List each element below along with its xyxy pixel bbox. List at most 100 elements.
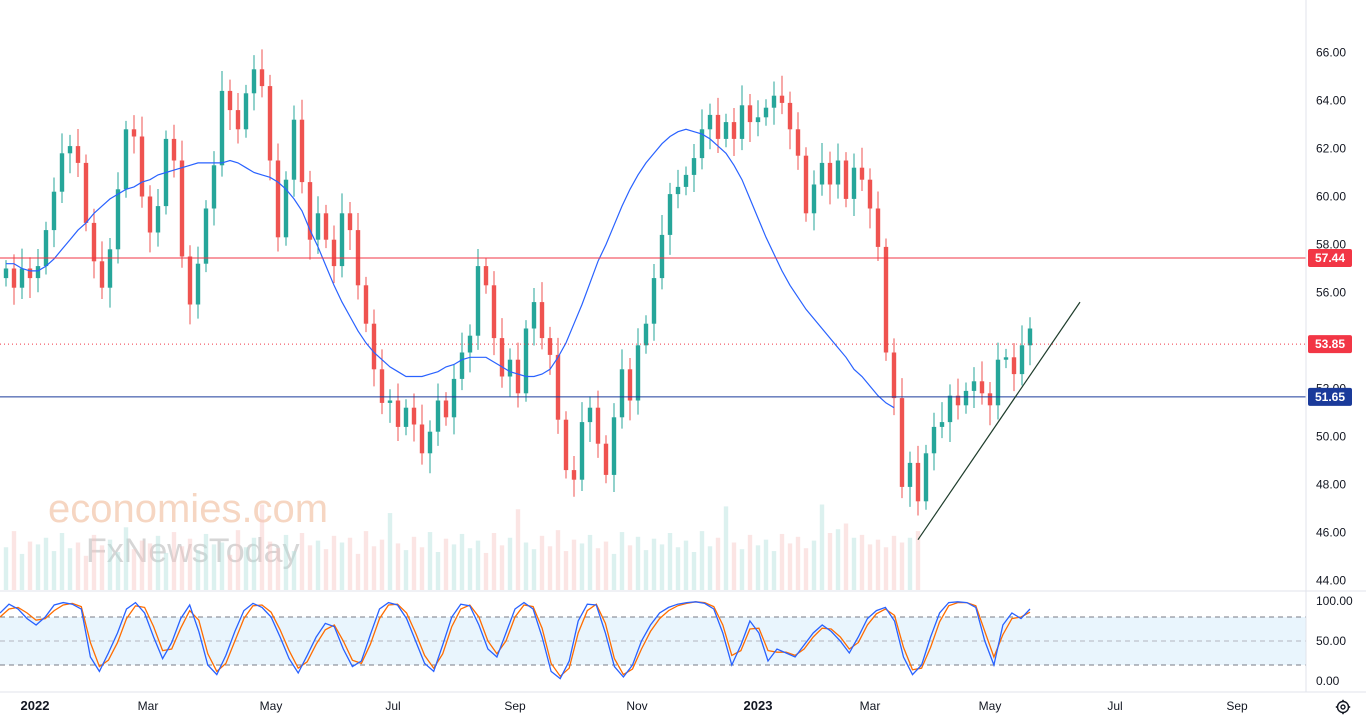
- volume-bar: [611, 553, 617, 590]
- volume-bar: [563, 551, 569, 590]
- volume-bar: [379, 539, 385, 590]
- volume-bar: [315, 540, 321, 590]
- volume-bar: [427, 532, 433, 590]
- candle-body: [203, 208, 209, 264]
- candle-body: [875, 208, 881, 247]
- volume-bar: [467, 548, 473, 590]
- volume-bar: [179, 546, 185, 590]
- volume-bar: [523, 542, 529, 590]
- price-tick-label: 60.00: [1316, 190, 1346, 204]
- candle-body: [635, 345, 641, 401]
- volume-bar: [499, 545, 505, 590]
- volume-bar: [763, 539, 769, 590]
- volume-bar: [59, 533, 65, 590]
- volume-bar: [619, 532, 625, 590]
- time-axis-label: 2022: [21, 698, 50, 713]
- gear-icon[interactable]: [1334, 698, 1352, 716]
- candle-body: [259, 69, 265, 87]
- candle-body: [827, 162, 833, 185]
- volume-bar: [347, 537, 353, 590]
- candle-body: [1019, 345, 1025, 375]
- candle-body: [819, 162, 825, 185]
- candle-body: [747, 105, 753, 123]
- volume-bar: [707, 546, 713, 590]
- trendline-group[interactable]: [917, 301, 1081, 541]
- volume-bar: [843, 523, 849, 590]
- candle-body: [843, 160, 849, 199]
- candle-body: [987, 393, 993, 406]
- candle-body: [419, 424, 425, 454]
- volume-bar: [683, 540, 689, 590]
- volume-bar: [827, 533, 833, 590]
- price-tick-label: 58.00: [1316, 238, 1346, 252]
- volume-bar: [155, 535, 161, 590]
- volume-bar: [147, 543, 153, 590]
- price-tag: [1308, 335, 1352, 354]
- candle-body: [571, 470, 577, 480]
- candle-body: [427, 431, 433, 454]
- volume-bar: [795, 536, 801, 590]
- volume-bar: [211, 544, 217, 590]
- volume-bar: [203, 533, 209, 590]
- price-tick-label: 56.00: [1316, 286, 1346, 300]
- volume-bar: [731, 542, 737, 590]
- volume-bar: [459, 533, 465, 590]
- volume-bar: [739, 549, 745, 590]
- price-tag-label: 53.85: [1315, 337, 1345, 351]
- volume-bar: [715, 537, 721, 590]
- candle-body: [643, 323, 649, 346]
- volume-bar: [531, 549, 537, 590]
- price-tick-label: 66.00: [1316, 46, 1346, 60]
- volume-bar: [419, 547, 425, 590]
- candle-body: [195, 263, 201, 305]
- horizontal-levels[interactable]: [0, 257, 1306, 398]
- candle-body: [19, 268, 25, 288]
- candle-body: [99, 261, 105, 288]
- time-axis-label: Mar: [138, 699, 159, 713]
- candle-body: [155, 206, 161, 233]
- candle-body: [947, 395, 953, 423]
- volume-bar: [475, 540, 481, 590]
- volume-bar: [907, 537, 913, 590]
- candle-body: [59, 153, 65, 192]
- price-tick-label: 48.00: [1316, 478, 1346, 492]
- volume-bar: [395, 543, 401, 590]
- volume-bar: [75, 542, 81, 590]
- volume-bar: [371, 546, 377, 590]
- volume-bar: [491, 533, 497, 590]
- candle-body: [499, 338, 505, 377]
- volume-bar: [787, 543, 793, 590]
- volume-bar: [171, 532, 177, 590]
- candle-body: [763, 107, 769, 118]
- time-axis-label: May: [260, 699, 283, 713]
- candle-body: [555, 354, 561, 420]
- volume-bar: [627, 545, 633, 590]
- time-axis-label: Sep: [504, 699, 526, 713]
- candle-body: [187, 256, 193, 305]
- candle-body: [523, 328, 529, 394]
- volume-bar: [443, 538, 449, 590]
- candle-body: [211, 165, 217, 209]
- candle-body: [411, 407, 417, 425]
- sma-line: [6, 128, 895, 409]
- volume-bar: [771, 551, 777, 590]
- candle-body: [579, 422, 585, 480]
- candle-body: [675, 186, 681, 195]
- price-tag: [1308, 248, 1352, 267]
- volume-bar: [163, 552, 169, 590]
- volume-bar: [691, 552, 697, 590]
- candle-body: [787, 102, 793, 130]
- candle-body: [139, 136, 145, 197]
- volume-bar: [115, 552, 121, 590]
- candle-body: [923, 453, 929, 502]
- volume-bar: [251, 537, 257, 590]
- watermark-economies: economies.com: [48, 487, 328, 531]
- volume-bar: [291, 551, 297, 590]
- volume-bar: [403, 550, 409, 590]
- candle-body: [531, 302, 537, 329]
- candle-body: [563, 419, 569, 471]
- volume-bar: [883, 547, 889, 590]
- volume-bar: [643, 550, 649, 590]
- volume-bar: [747, 534, 753, 590]
